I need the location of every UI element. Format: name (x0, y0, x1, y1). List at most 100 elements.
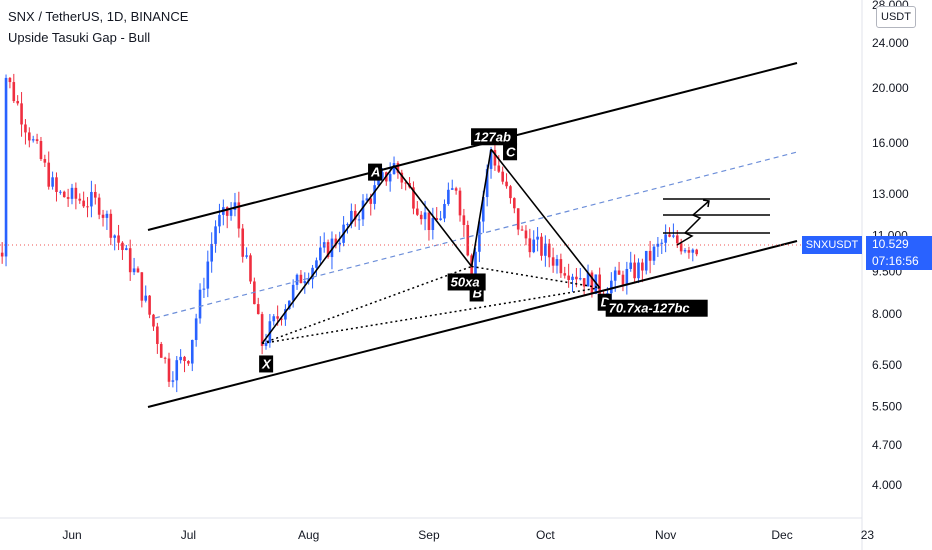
candle-body (598, 274, 601, 294)
label-a-bg (368, 163, 383, 181)
candle-body (528, 238, 532, 253)
y-tick-label: 5.500 (872, 399, 902, 413)
candle-body (675, 235, 679, 244)
candle-body (86, 206, 89, 208)
candle-body (280, 318, 283, 320)
candle-body (59, 191, 62, 193)
candle-body (578, 278, 582, 280)
candle-body (613, 270, 617, 281)
candle-body (225, 207, 229, 216)
candle-body (97, 197, 101, 215)
x-tick-label: 23 (861, 528, 875, 542)
candle-body (175, 360, 179, 381)
y-tick-label: 20.000 (872, 81, 909, 95)
candle-body (439, 218, 442, 220)
candle-body (388, 174, 392, 182)
candle-body (20, 103, 23, 125)
candle-body (660, 242, 664, 244)
x-tick-label: Dec (771, 528, 792, 542)
candle-body (544, 243, 547, 256)
last-price-value: 10.529 (872, 237, 909, 251)
x-tick-label: Oct (536, 528, 555, 542)
candle-body (656, 243, 660, 247)
candle-body (229, 209, 233, 216)
candle-body (295, 274, 299, 285)
candle-body (51, 177, 54, 187)
candle-body (365, 198, 369, 201)
candle-body (555, 259, 559, 266)
candle-body (493, 150, 497, 166)
candle-body (412, 187, 415, 209)
candle-body (190, 339, 194, 364)
candle-body (454, 188, 458, 191)
candle-body (187, 361, 190, 364)
candle-body (179, 356, 182, 361)
channel-midline (154, 151, 798, 319)
candle-body (443, 203, 446, 219)
candle-body (237, 202, 241, 229)
candle-body (24, 124, 27, 133)
candle-body (571, 276, 574, 280)
candle-body (62, 191, 66, 198)
candle-body (532, 239, 536, 253)
candle-body (617, 270, 621, 275)
candle-body (540, 236, 543, 256)
label-x: X (259, 355, 274, 373)
candle-body (121, 242, 124, 250)
candle-body (144, 295, 148, 301)
candle-body (272, 316, 276, 322)
candle-body (264, 342, 268, 346)
y-tick-label: 16.000 (872, 136, 909, 150)
candle-body (381, 172, 384, 178)
candle-body (136, 268, 140, 273)
candle-body (668, 234, 671, 237)
candle-body (629, 262, 633, 269)
candle-body (109, 213, 113, 238)
candle-body (357, 219, 361, 221)
candle-body (672, 235, 675, 237)
candle-body (101, 214, 105, 218)
candle-body (648, 250, 652, 261)
candle-body (319, 247, 322, 261)
label-ratio-d-text: 70.7xa-127bc (609, 301, 691, 316)
candle-body (167, 358, 171, 382)
y-tick-label: 6.500 (872, 358, 902, 372)
candle-body (303, 281, 307, 284)
candle-body (334, 238, 338, 245)
y-tick-label: 8.000 (872, 307, 902, 321)
x-tick-label: Jun (62, 528, 81, 542)
label-x-text: X (261, 356, 272, 371)
candle-body (427, 212, 431, 230)
pattern-leg (393, 165, 473, 267)
candle-body (159, 343, 163, 358)
candle-body (582, 278, 586, 287)
candle-body (233, 202, 237, 210)
candle-body (586, 272, 590, 287)
candle-body (392, 163, 396, 175)
candle-body (567, 275, 570, 280)
candle-body (241, 228, 245, 257)
candle-body (687, 250, 691, 253)
candle-body (113, 235, 116, 238)
currency-button[interactable]: USDT (876, 6, 916, 28)
symbol-price-tag: SNXUSDT (802, 236, 862, 254)
candles (0, 73, 698, 393)
candle-body (202, 288, 206, 290)
projection-arrowhead (702, 199, 710, 208)
label-ratio-ab-text: 50xa (451, 274, 480, 289)
pattern-leg (470, 149, 492, 267)
label-c: C (503, 143, 518, 161)
candle-body (679, 243, 683, 252)
y-tick-label: 4.700 (872, 438, 902, 452)
candle-body (551, 257, 555, 266)
candle-body (621, 274, 625, 285)
candle-body (326, 242, 330, 258)
x-tick-label: Nov (655, 528, 676, 542)
candle-body (575, 276, 578, 280)
candle-body (466, 224, 470, 256)
candle-body (70, 187, 74, 199)
candle-body (183, 356, 186, 362)
candle-body (505, 181, 508, 187)
candle-body (206, 261, 210, 289)
